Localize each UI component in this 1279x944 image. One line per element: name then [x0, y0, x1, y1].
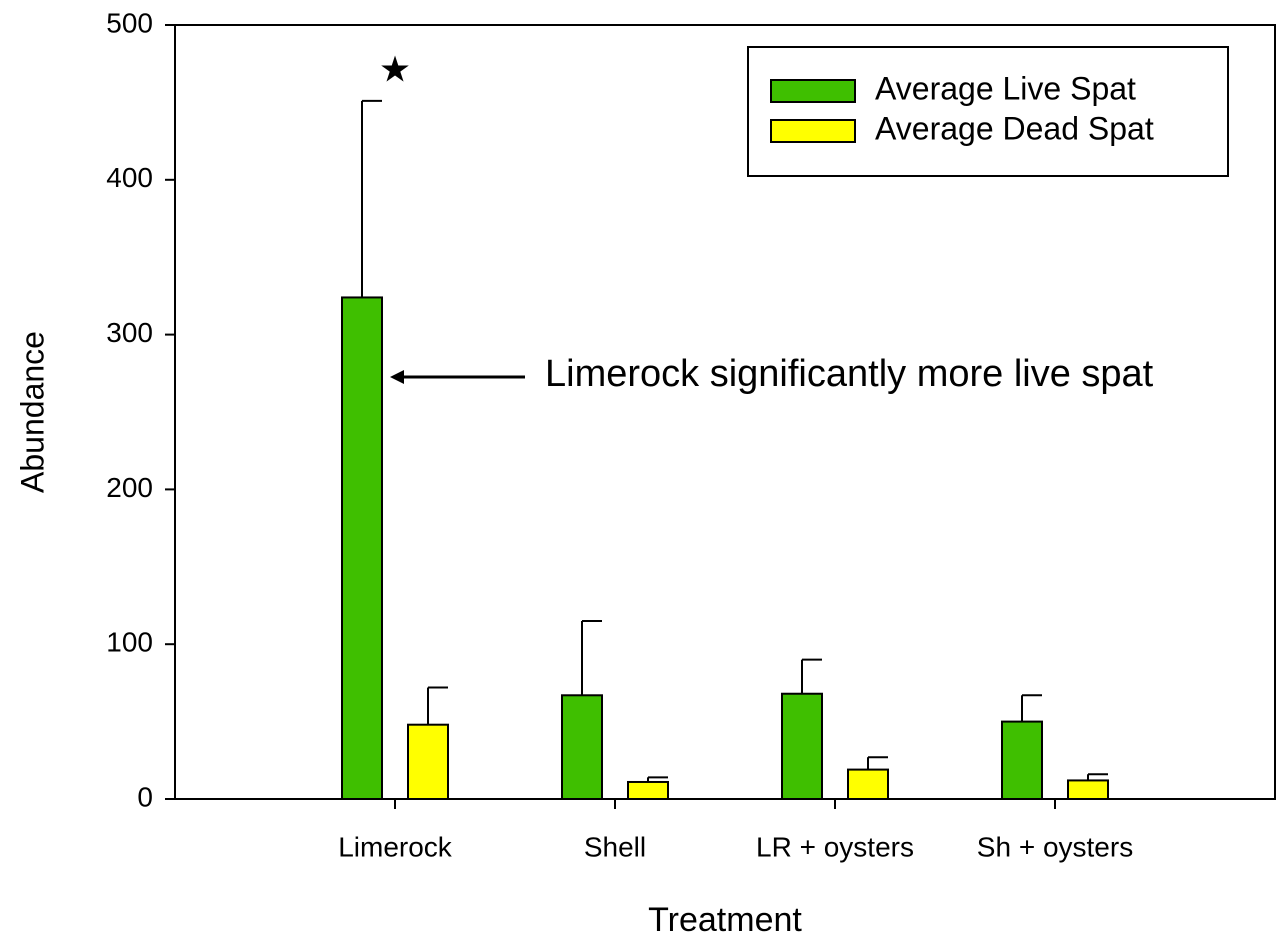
bar: [1067, 779, 1109, 801]
y-tick-label: 100: [106, 627, 153, 658]
plot-frame: [174, 24, 1276, 800]
y-axis-title: Abundance: [14, 331, 50, 493]
arrow-head: [390, 370, 404, 384]
legend-label: Average Dead Spat: [875, 110, 1154, 146]
y-tick-label: 200: [106, 472, 153, 503]
bar: [781, 692, 823, 801]
y-tick-label: 0: [137, 781, 153, 812]
x-tick-label: Sh + oysters: [977, 831, 1133, 862]
bar: [847, 768, 889, 801]
bar: [1001, 720, 1043, 800]
x-tick-label: Shell: [584, 831, 646, 862]
bar: [407, 723, 449, 800]
y-tick-label: 300: [106, 317, 153, 348]
annotation: ★: [379, 49, 411, 90]
x-tick-label: Limerock: [338, 831, 453, 862]
bar: [561, 694, 603, 800]
x-tick-label: LR + oysters: [756, 831, 914, 862]
bar: [627, 780, 669, 800]
y-tick-label: 400: [106, 162, 153, 193]
y-tick-label: 500: [106, 7, 153, 38]
annotation: Limerock significantly more live spat: [545, 353, 1154, 395]
x-axis-title: Treatment: [648, 901, 802, 939]
legend-swatch: [770, 119, 856, 143]
legend-swatch: [770, 79, 856, 103]
bar: [341, 296, 383, 800]
legend-label: Average Live Spat: [875, 70, 1136, 106]
legend-box: [747, 46, 1229, 177]
